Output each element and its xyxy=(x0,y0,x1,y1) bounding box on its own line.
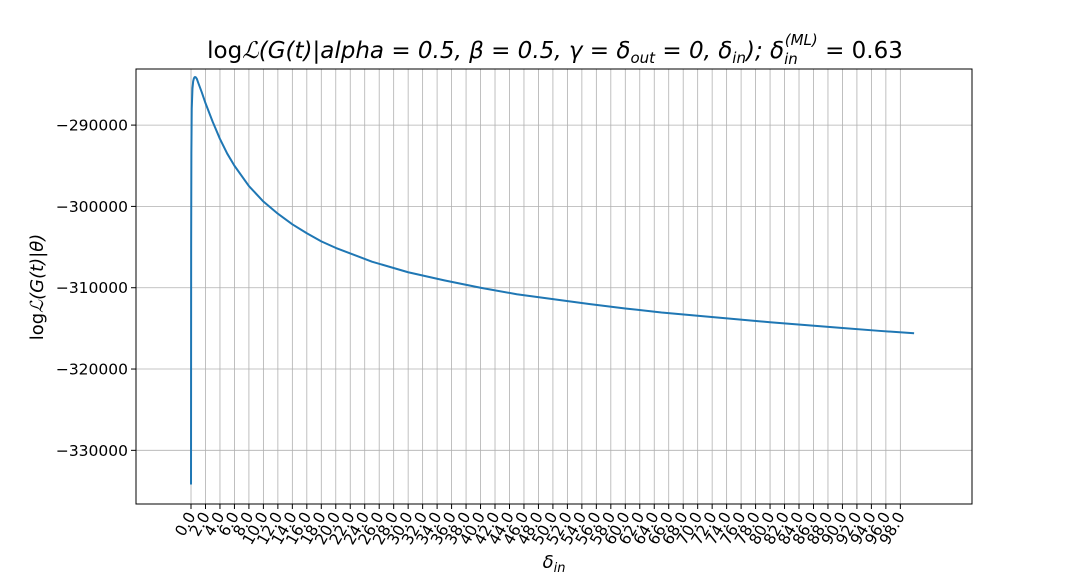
title-ml-value: = 0.63 xyxy=(818,38,903,64)
y-axis-label-log: log xyxy=(27,313,48,340)
title-body-3: ); δ xyxy=(744,38,784,64)
y-axis-ticks: −290000 −300000 −310000 −320000 −330000 xyxy=(56,117,136,460)
title-out-subscript: out xyxy=(630,49,656,67)
y-tick-label: −330000 xyxy=(56,442,128,460)
title-in-subscript: in xyxy=(732,49,746,67)
series-line xyxy=(190,76,915,485)
y-tick-label: −290000 xyxy=(56,117,128,135)
x-axis-label-main: δ xyxy=(543,552,554,573)
x-axis-label-sub: in xyxy=(554,561,566,576)
x-axis-ticks: 0.02.04.06.08.010.012.014.016.018.020.02… xyxy=(172,504,909,548)
y-tick-label: −320000 xyxy=(56,361,128,379)
y-axis-label-rest: (G(t)|θ) xyxy=(27,234,48,300)
y-axis-label-script-l: ℒ xyxy=(27,299,48,313)
title-script-l: ℒ xyxy=(242,38,259,64)
chart-title: logℒ(G(t)|alpha = 0.5, β = 0.5, γ = δout… xyxy=(207,31,903,68)
y-tick-label: −310000 xyxy=(56,279,128,297)
y-tick-label: −300000 xyxy=(56,198,128,216)
title-log: log xyxy=(207,38,242,64)
x-axis-label: δin xyxy=(543,552,566,576)
y-gridlines xyxy=(136,124,972,451)
title-body-2: = 0, δ xyxy=(655,38,732,64)
title-ml-superscript: (ML) xyxy=(785,31,818,49)
title-ml-subscript: in xyxy=(784,50,798,68)
plot-frame xyxy=(135,68,973,505)
title-body: (G(t)|alpha = 0.5, β = 0.5, γ = δ xyxy=(259,38,631,64)
y-axis-label: logℒ(G(t)|θ) xyxy=(27,234,48,341)
plot-area xyxy=(135,68,973,505)
x-gridlines xyxy=(190,69,901,504)
